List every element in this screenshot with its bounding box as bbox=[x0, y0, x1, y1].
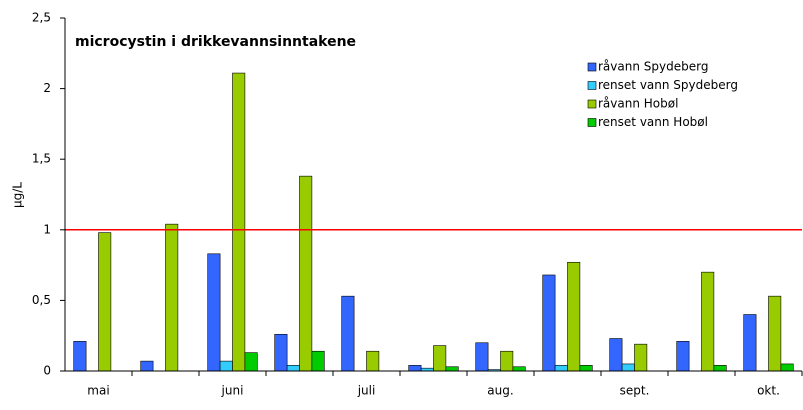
bar bbox=[445, 366, 459, 372]
bar bbox=[634, 343, 648, 372]
y-tick-label: 0 bbox=[43, 364, 51, 378]
legend-key bbox=[587, 81, 597, 90]
legend-key bbox=[587, 99, 597, 109]
bar bbox=[341, 295, 355, 372]
bar bbox=[140, 360, 154, 372]
y-tick-label: 2 bbox=[43, 81, 51, 95]
bar bbox=[609, 338, 623, 372]
legend-key bbox=[587, 118, 597, 127]
bar bbox=[73, 341, 87, 372]
legend-label: råvann Spydeberg bbox=[598, 60, 708, 74]
bar bbox=[299, 175, 313, 372]
legend-label: råvann Hobøl bbox=[598, 97, 678, 111]
bar bbox=[621, 363, 635, 372]
bar bbox=[408, 365, 422, 372]
y-tick-label: 1,5 bbox=[32, 152, 51, 166]
legend-key bbox=[587, 62, 597, 72]
bar bbox=[366, 350, 380, 372]
y-tick-label: 0,5 bbox=[32, 293, 51, 307]
bar bbox=[713, 365, 727, 372]
x-tick-label: okt. bbox=[757, 384, 780, 398]
bar bbox=[768, 295, 782, 372]
y-tick-label: 2,5 bbox=[32, 11, 51, 25]
bar bbox=[274, 333, 288, 372]
bar bbox=[701, 271, 715, 372]
y-tick-label: 1 bbox=[43, 222, 51, 236]
bar bbox=[512, 366, 526, 372]
bar bbox=[554, 365, 568, 372]
y-axis-label: µg/L bbox=[11, 182, 25, 208]
legend-label: renset vann Hobøl bbox=[598, 115, 708, 129]
bar bbox=[219, 360, 233, 372]
bar bbox=[165, 223, 179, 372]
x-tick-label: sept. bbox=[620, 384, 650, 398]
bar bbox=[433, 345, 447, 372]
bar bbox=[676, 341, 690, 372]
bar bbox=[743, 314, 757, 372]
bar bbox=[579, 365, 593, 372]
bar bbox=[286, 365, 300, 372]
x-tick-label: aug. bbox=[487, 384, 513, 398]
chart-title: microcystin i drikkevannsinntakene bbox=[75, 34, 356, 50]
bar bbox=[98, 232, 112, 372]
bar bbox=[567, 261, 581, 372]
bar bbox=[311, 350, 325, 372]
bar bbox=[207, 253, 221, 372]
bar bbox=[244, 352, 258, 372]
bar bbox=[475, 342, 489, 372]
bar bbox=[500, 350, 514, 372]
legend-label: renset vann Spydeberg bbox=[598, 78, 738, 92]
bar bbox=[232, 72, 246, 372]
x-tick-label: juli bbox=[357, 384, 376, 398]
x-tick-label: mai bbox=[87, 384, 109, 398]
bar bbox=[542, 274, 556, 372]
x-tick-label: juni bbox=[221, 384, 244, 398]
bar bbox=[780, 363, 794, 372]
